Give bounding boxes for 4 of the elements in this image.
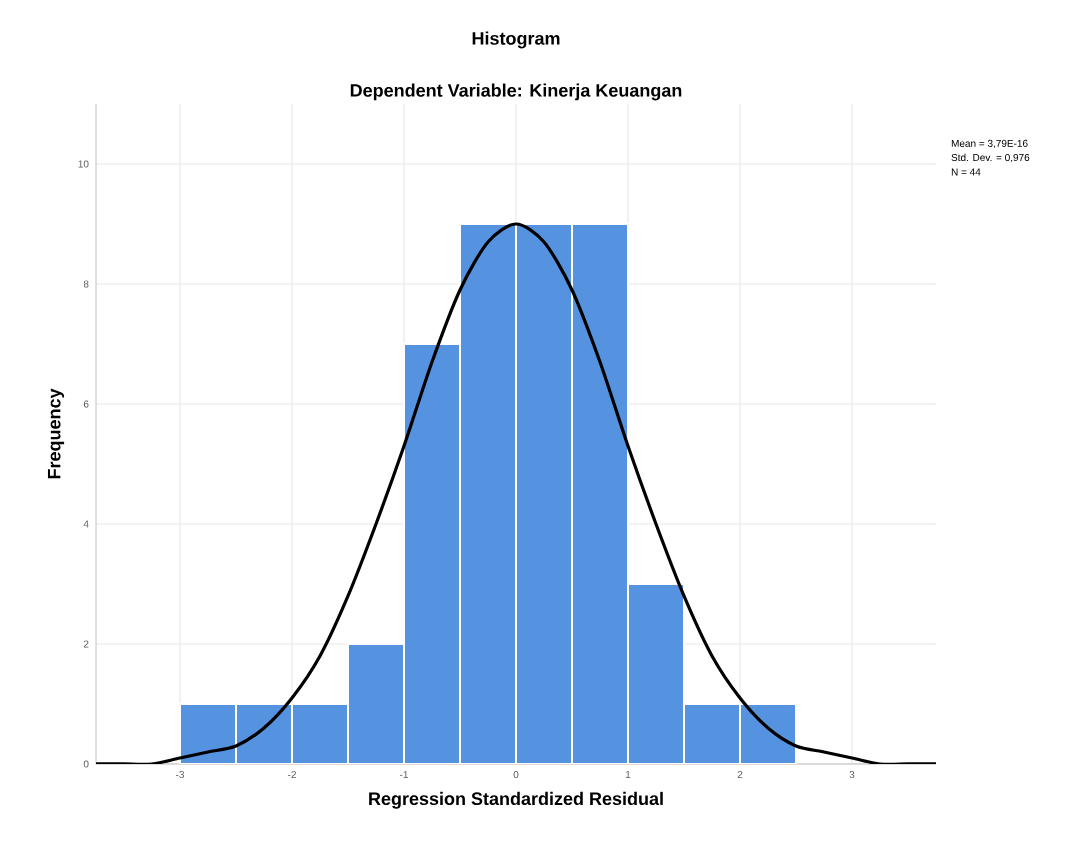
chart-subtitle: Dependent Variable: Kinerja Keuangan: [350, 83, 682, 101]
y-axis-title: Frequency: [47, 388, 65, 479]
x-axis-title: Regression Standardized Residual: [369, 791, 663, 809]
chart-title: Histogram: [472, 31, 560, 49]
